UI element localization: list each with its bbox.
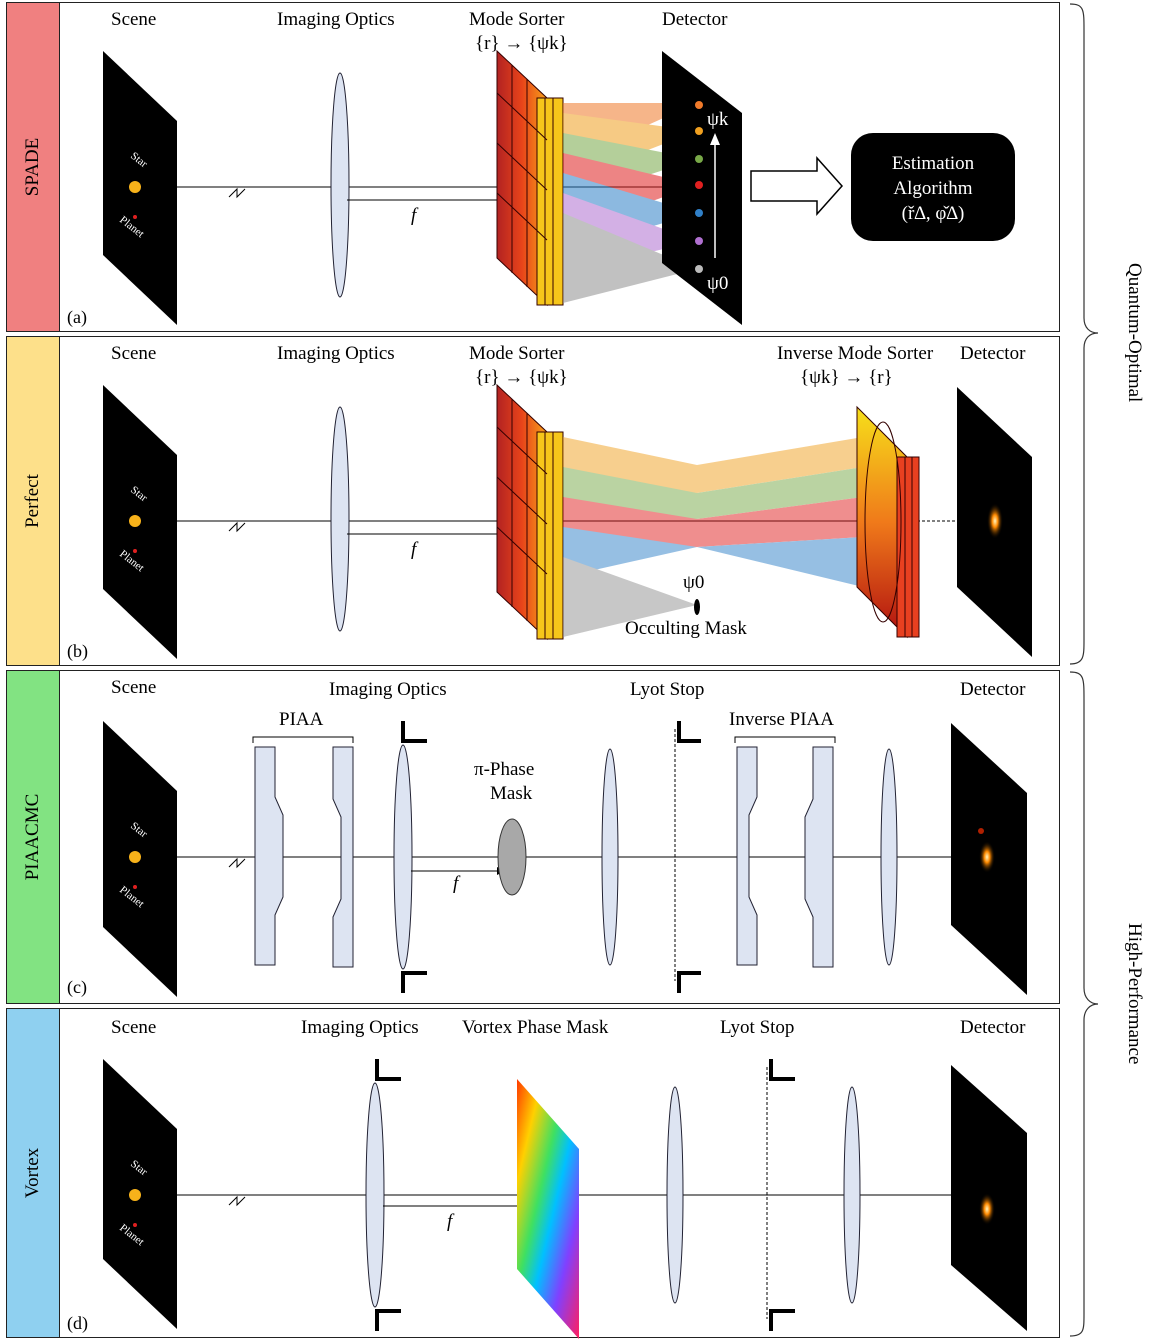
mode-sorter xyxy=(496,383,564,641)
imaging-lens xyxy=(393,744,413,970)
reimaging-lens xyxy=(880,748,898,966)
relay-lens xyxy=(666,1086,684,1304)
sorter-label: Mode Sorter xyxy=(469,343,565,364)
panel-tag: (b) xyxy=(67,641,88,661)
detector-label: Detector xyxy=(662,9,728,30)
piaacmc-diagram: Star Planet xyxy=(103,721,1027,997)
detector-plane xyxy=(662,51,742,325)
imaging-lens xyxy=(330,72,350,298)
star-dot xyxy=(129,181,141,193)
inv-piaa-element-1 xyxy=(736,746,758,966)
sorter-label: Mode Sorter xyxy=(469,9,565,30)
psi-k-label: ψk xyxy=(707,109,729,130)
brace-label-quantum: Quantum-Optimal xyxy=(1124,263,1145,403)
inverse-map-label: {ψk} → {r} xyxy=(800,367,893,388)
scene-label: Scene xyxy=(111,1017,157,1038)
vortex-label: Vortex Phase Mask xyxy=(462,1017,609,1038)
piaa-element-2 xyxy=(332,746,354,968)
output-arrow xyxy=(750,156,844,216)
sorter-map-label: {r} → {ψk} xyxy=(475,33,568,54)
panel-tag: (d) xyxy=(67,1313,88,1333)
inverse-mode-sorter xyxy=(856,405,920,639)
sorter-map-label: {r} → {ψk} xyxy=(475,367,568,388)
grouping-braces xyxy=(1069,3,1099,1337)
panel-tag: (c) xyxy=(67,977,87,997)
inverse-sorter-label: Inverse Mode Sorter xyxy=(777,343,934,364)
focal-label: f xyxy=(453,873,459,894)
optics-label: Imaging Optics xyxy=(301,1017,419,1038)
estimation-line2: Algorithm xyxy=(893,178,973,199)
vortex-diagram: Star Planet xyxy=(103,1059,1027,1339)
side-label-spade: SPADE xyxy=(7,3,60,331)
panel-perfect: Perfect Star Planet xyxy=(6,336,1060,666)
spade-diagram: Star Planet xyxy=(103,49,844,325)
optics-label: Imaging Optics xyxy=(277,343,395,364)
imaging-lens xyxy=(365,1082,385,1308)
brace-quantum xyxy=(1069,3,1099,665)
detector-label: Detector xyxy=(960,343,1026,364)
vortex-phase-mask xyxy=(517,1079,579,1339)
side-label-perfect: Perfect xyxy=(7,337,60,665)
focal-label: f xyxy=(411,539,417,560)
lyot-label: Lyot Stop xyxy=(720,1017,795,1038)
side-label-vortex: Vortex xyxy=(7,1009,60,1337)
phase-mask-label-2: Mask xyxy=(490,783,533,804)
panel-piaacmc: PIAACMC Star Planet xyxy=(6,670,1060,1004)
estimation-line1: Estimation xyxy=(891,153,975,174)
mode-sorter xyxy=(496,49,564,307)
panel-vortex: Vortex Star Planet Sc xyxy=(6,1008,1060,1339)
planet-dot xyxy=(133,215,137,219)
estimation-box: Estimation Algorithm (ř∆, φ̌∆) xyxy=(851,133,1015,241)
piaa-label: PIAA xyxy=(279,709,324,730)
focal-label: f xyxy=(447,1211,453,1232)
side-label-piaacmc: PIAACMC xyxy=(7,671,60,1003)
optics-label: Imaging Optics xyxy=(329,679,447,700)
psi-0-label: ψ0 xyxy=(683,572,705,593)
relay-lens xyxy=(601,748,619,966)
scene-label: Scene xyxy=(111,343,157,364)
detector-label: Detector xyxy=(960,1017,1026,1038)
phase-mask-label-1: π-Phase xyxy=(474,759,535,780)
reimaging-lens xyxy=(843,1086,861,1304)
perfect-diagram: Star Planet xyxy=(103,383,1032,659)
scene-label: Scene xyxy=(111,9,157,30)
brace-label-high-performance: High-Performance xyxy=(1124,923,1145,1065)
scene-label: Scene xyxy=(111,677,157,698)
optics-label: Imaging Optics xyxy=(277,9,395,30)
inv-piaa-element-2 xyxy=(804,746,834,968)
detector-label: Detector xyxy=(960,679,1026,700)
occulting-mask xyxy=(694,599,700,615)
panel-spade: SPADE Star Planet xyxy=(6,2,1060,332)
mask-label: Occulting Mask xyxy=(625,618,747,639)
estimation-line3: (ř∆, φ̌∆) xyxy=(901,203,965,224)
pi-phase-mask xyxy=(497,818,527,896)
panel-tag: (a) xyxy=(67,307,87,327)
inv-piaa-label: Inverse PIAA xyxy=(729,709,835,730)
lyot-label: Lyot Stop xyxy=(630,679,705,700)
focal-label: f xyxy=(411,205,417,226)
brace-high-performance xyxy=(1069,671,1099,1337)
psi-0-label: ψ0 xyxy=(707,273,729,294)
piaa-element-1 xyxy=(254,746,284,966)
